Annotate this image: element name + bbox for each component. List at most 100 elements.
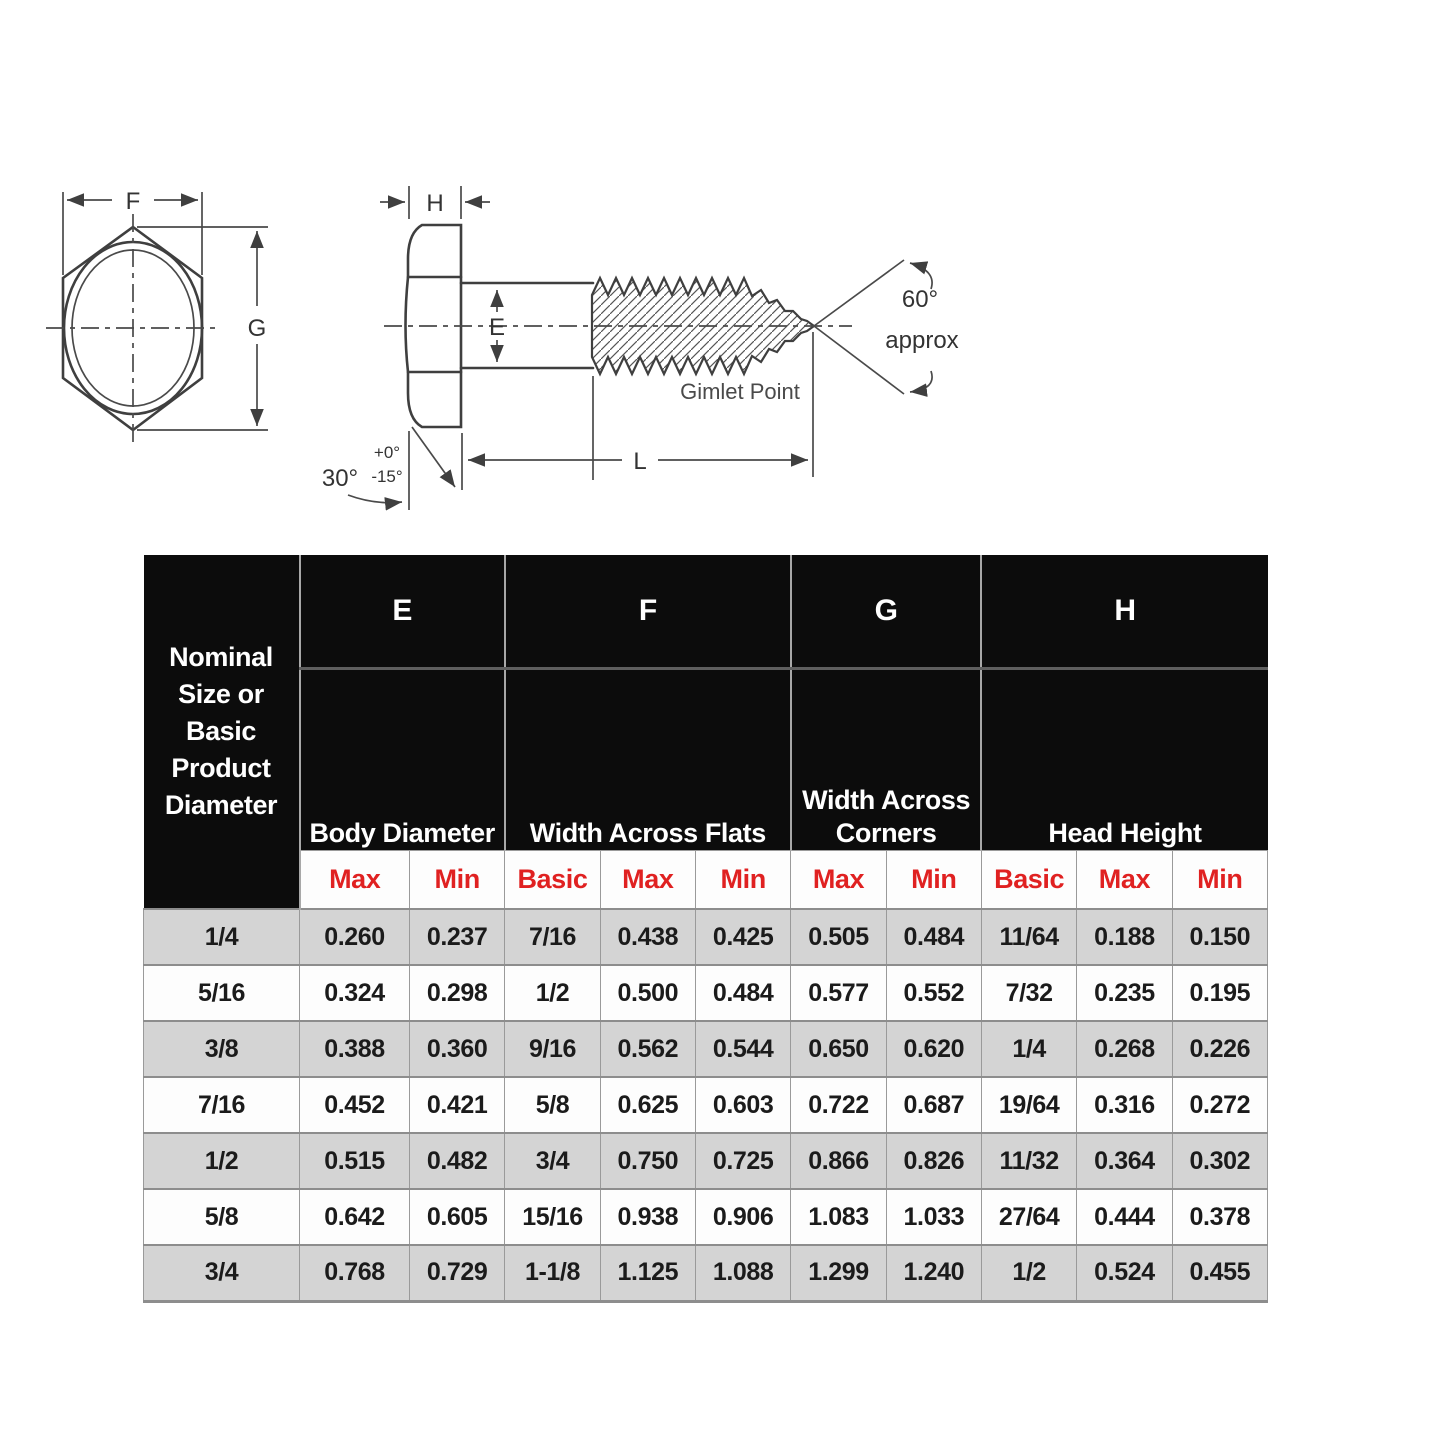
nominal-size-cell: 1/4 [143,908,300,966]
dim-label-f: F [126,188,141,215]
value-cell: 0.722 [790,1076,887,1134]
table-row: 5/16 0.324 0.298 1/2 0.500 0.484 0.577 0.552 7/3… [143,964,1269,1022]
value-cell: 5/8 [504,1076,601,1134]
value-cell: 3/4 [504,1132,601,1190]
value-cell: 0.298 [408,964,506,1022]
value-cell: 0.906 [694,1188,792,1246]
value-cell: 1/2 [504,964,601,1022]
value-cell: 0.750 [599,1132,696,1190]
value-cell: 1.033 [885,1188,982,1246]
subcol-header: Min [885,850,982,910]
nominal-size-cell: 3/4 [143,1244,300,1303]
value-cell: 0.260 [299,908,410,966]
value-cell: 0.195 [1171,964,1269,1022]
value-cell: 0.826 [885,1132,982,1190]
value-cell: 0.237 [408,908,506,966]
value-cell: 0.642 [299,1188,410,1246]
value-cell: 0.482 [408,1132,506,1190]
value-cell: 7/32 [980,964,1078,1022]
value-cell: 0.505 [790,908,887,966]
value-cell: 1/2 [980,1244,1078,1303]
value-cell: 19/64 [980,1076,1078,1134]
angle-60-label: 60° [902,286,938,313]
value-cell: 0.425 [694,908,792,966]
table-row: 3/8 0.388 0.360 9/16 0.562 0.544 0.650 0.620 1/4… [143,1020,1269,1078]
table-row: 3/4 0.768 0.729 1-1/8 1.125 1.088 1.299 1.240 1/… [143,1244,1269,1303]
value-cell: 0.577 [790,964,887,1022]
dim-label-l: L [633,448,646,475]
subcol-header: Basic [980,850,1078,910]
hex-head-front-view: F G [46,188,268,443]
value-cell: 0.650 [790,1020,887,1078]
subcol-header: Max [1076,850,1173,910]
subcol-header: Max [299,850,410,910]
value-cell: 0.544 [694,1020,792,1078]
value-cell: 0.324 [299,964,410,1022]
nominal-size-cell: 5/16 [143,964,300,1022]
table-body: 1/4 0.260 0.237 7/16 0.438 0.425 0.505 0.484 11/… [143,908,1269,1303]
value-cell: 1/4 [980,1020,1078,1078]
group-letter-g: G [789,555,982,670]
value-cell: 0.729 [408,1244,506,1303]
row-header-title: Nominal Size or Basic Product Diameter [143,555,301,909]
value-cell: 0.235 [1076,964,1173,1022]
header-description-row: Body Diameter Width Across Flats Width A… [144,668,1268,851]
group-desc-body-diameter: Body Diameter [298,668,505,851]
value-cell: 0.421 [408,1076,506,1134]
value-cell: 9/16 [504,1020,601,1078]
value-cell: 0.620 [885,1020,982,1078]
subcol-header: Min [694,850,792,910]
value-cell: 0.455 [1171,1244,1269,1303]
group-letter-f: F [503,555,791,670]
row-header-line: Product [171,753,271,783]
value-cell: 0.625 [599,1076,696,1134]
table-row: 5/8 0.642 0.605 15/16 0.938 0.906 1.083 1.033 27… [143,1188,1269,1246]
value-cell: 7/16 [504,908,601,966]
value-cell: 0.378 [1171,1188,1269,1246]
value-cell: 0.552 [885,964,982,1022]
group-letter-h: H [980,555,1268,670]
value-cell: 15/16 [504,1188,601,1246]
table-row: 7/16 0.452 0.421 5/8 0.625 0.603 0.722 0.687 19/… [143,1076,1269,1134]
group-desc-head-height: Head Height [980,668,1268,851]
value-cell: 0.272 [1171,1076,1269,1134]
tolerance-minus-label: -15° [371,467,402,486]
dim-label-h: H [426,190,443,217]
nominal-size-cell: 1/2 [143,1132,300,1190]
nominal-size-cell: 5/8 [143,1188,300,1246]
value-cell: 0.484 [885,908,982,966]
value-cell: 0.226 [1171,1020,1269,1078]
value-cell: 0.150 [1171,908,1269,966]
row-header-line: Diameter [164,790,278,820]
table-header: Nominal Size or Basic Product Diameter E… [143,555,1269,910]
value-cell: 0.515 [299,1132,410,1190]
value-cell: 11/64 [980,908,1078,966]
group-letter-e: E [298,555,505,670]
value-cell: 1.125 [599,1244,696,1303]
value-cell: 0.316 [1076,1076,1173,1134]
value-cell: 1.299 [790,1244,887,1303]
value-cell: 0.364 [1076,1132,1173,1190]
table-row: 1/2 0.515 0.482 3/4 0.750 0.725 0.866 0.826 11/3… [143,1132,1269,1190]
value-cell: 0.484 [694,964,792,1022]
value-cell: 0.725 [694,1132,792,1190]
dim-label-e: E [489,314,505,341]
header-subcol-row: Max Min Basic Max Min Max Min Basic Max … [144,850,1269,910]
value-cell: 0.524 [1076,1244,1173,1303]
gimlet-point-label: Gimlet Point [680,379,800,404]
value-cell: 0.188 [1076,908,1173,966]
value-cell: 0.687 [885,1076,982,1134]
row-header-line: Nominal [169,642,273,672]
subcol-header: Basic [504,850,601,910]
row-header-line: Basic [185,716,257,746]
table-row: 1/4 0.260 0.237 7/16 0.438 0.425 0.505 0.484 11/… [143,908,1269,966]
value-cell: 0.388 [299,1020,410,1078]
value-cell: 1.240 [885,1244,982,1303]
value-cell: 0.302 [1171,1132,1269,1190]
row-header-line: Size or [178,679,264,709]
group-desc-width-across-corners: Width Across Corners [789,668,982,851]
value-cell: 0.500 [599,964,696,1022]
value-cell: 0.768 [299,1244,410,1303]
value-cell: 0.603 [694,1076,792,1134]
